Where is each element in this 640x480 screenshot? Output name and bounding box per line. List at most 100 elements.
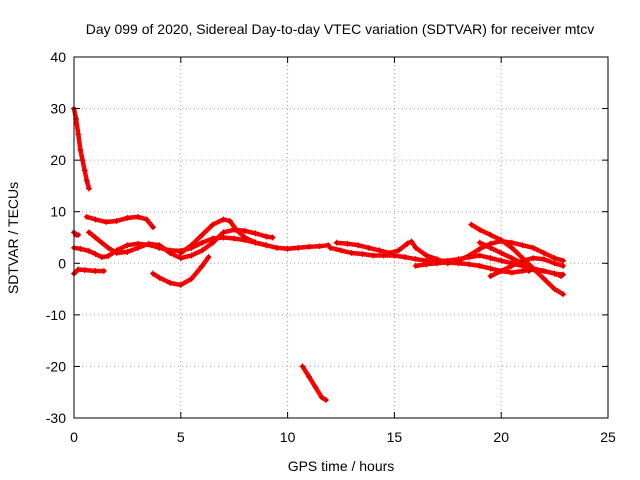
data-point	[476, 245, 483, 252]
data-point	[359, 251, 366, 258]
data-point	[487, 265, 494, 272]
data-point	[220, 229, 227, 236]
series-line	[477, 240, 532, 274]
data-point	[85, 229, 92, 236]
data-point	[468, 221, 475, 228]
data-point	[241, 234, 248, 241]
data-point	[476, 262, 483, 269]
data-point	[269, 234, 276, 241]
data-point	[318, 394, 325, 401]
data-point	[188, 252, 195, 259]
data-point	[92, 234, 99, 241]
data-point	[284, 245, 291, 252]
data-point	[263, 233, 270, 240]
data-point	[252, 230, 259, 237]
data-point	[498, 237, 505, 244]
data-point	[344, 240, 351, 247]
series-s12	[412, 259, 565, 280]
data-point	[100, 268, 107, 275]
data-point	[177, 249, 184, 256]
data-point	[423, 252, 430, 259]
data-point	[487, 273, 494, 280]
data-point	[83, 177, 90, 184]
data-point	[355, 242, 362, 249]
data-point	[299, 363, 306, 370]
y-tick-label: 20	[50, 152, 66, 168]
y-tick-label: 30	[50, 101, 66, 117]
data-point	[124, 242, 131, 249]
y-tick-label: 0	[58, 255, 66, 271]
series-line	[488, 255, 566, 279]
data-point	[519, 257, 526, 264]
data-point	[365, 244, 372, 251]
data-point	[105, 253, 112, 260]
data-point	[560, 262, 567, 269]
data-point	[519, 242, 526, 249]
y-tick-label: -20	[46, 358, 66, 374]
data-point	[434, 260, 441, 267]
data-point	[273, 244, 280, 251]
data-point	[205, 254, 212, 261]
series-s6	[85, 226, 276, 262]
data-point	[124, 248, 131, 255]
data-point	[444, 259, 451, 266]
data-point	[498, 257, 505, 264]
data-point	[98, 239, 105, 246]
data-point	[395, 247, 402, 254]
data-point	[177, 281, 184, 288]
series-s5	[83, 213, 157, 231]
data-point	[312, 384, 319, 391]
data-point	[124, 214, 131, 221]
series-s15	[487, 255, 567, 280]
data-point	[476, 226, 483, 233]
data-point	[92, 268, 99, 275]
data-point	[370, 252, 377, 259]
data-point	[476, 239, 483, 246]
data-point	[558, 273, 565, 280]
data-point	[423, 261, 430, 268]
data-point	[233, 226, 240, 233]
data-point	[167, 279, 174, 286]
data-point	[376, 247, 383, 254]
x-tick-label: 15	[387, 429, 403, 445]
data-point	[188, 275, 195, 282]
data-point	[466, 252, 473, 259]
x-tick-label: 0	[70, 429, 78, 445]
data-point	[135, 213, 142, 220]
data-point	[540, 268, 547, 275]
series-s8	[177, 216, 270, 256]
data-point	[98, 254, 105, 261]
data-point	[150, 224, 157, 231]
data-point	[145, 240, 152, 247]
data-point	[333, 239, 340, 246]
data-point	[338, 247, 344, 254]
data-point	[295, 244, 302, 251]
data-point	[167, 249, 174, 256]
data-point	[220, 216, 227, 223]
x-axis-label: GPS time / hours	[288, 458, 395, 474]
data-point	[83, 213, 90, 220]
data-point	[220, 234, 227, 241]
data-point	[188, 242, 195, 249]
x-tick-label: 10	[280, 429, 296, 445]
data-point	[348, 249, 355, 256]
data-point	[92, 251, 99, 258]
data-point	[387, 249, 394, 256]
data-point	[498, 268, 505, 275]
data-point	[156, 242, 163, 249]
data-point	[75, 266, 82, 273]
data-point	[466, 261, 473, 268]
y-axis-label: SDTVAR / TECUs	[5, 182, 21, 294]
y-tick-label: -30	[46, 410, 66, 426]
data-point	[551, 286, 558, 293]
data-point	[81, 167, 88, 174]
data-point	[305, 373, 312, 380]
data-point	[209, 239, 216, 246]
data-point	[150, 270, 157, 277]
data-point	[77, 245, 84, 252]
series-line	[469, 222, 566, 297]
data-point	[199, 247, 206, 254]
data-point	[404, 240, 411, 247]
data-point	[455, 260, 462, 267]
data-point	[113, 217, 120, 224]
